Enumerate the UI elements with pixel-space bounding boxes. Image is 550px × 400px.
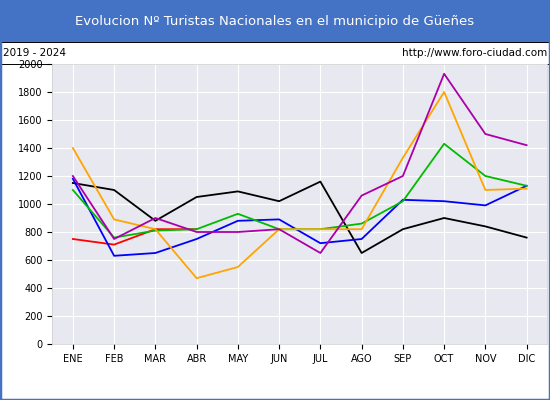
Text: http://www.foro-ciudad.com: http://www.foro-ciudad.com bbox=[402, 48, 547, 58]
Text: Evolucion Nº Turistas Nacionales en el municipio de Güeñes: Evolucion Nº Turistas Nacionales en el m… bbox=[75, 14, 475, 28]
Text: 2019 - 2024: 2019 - 2024 bbox=[3, 48, 66, 58]
